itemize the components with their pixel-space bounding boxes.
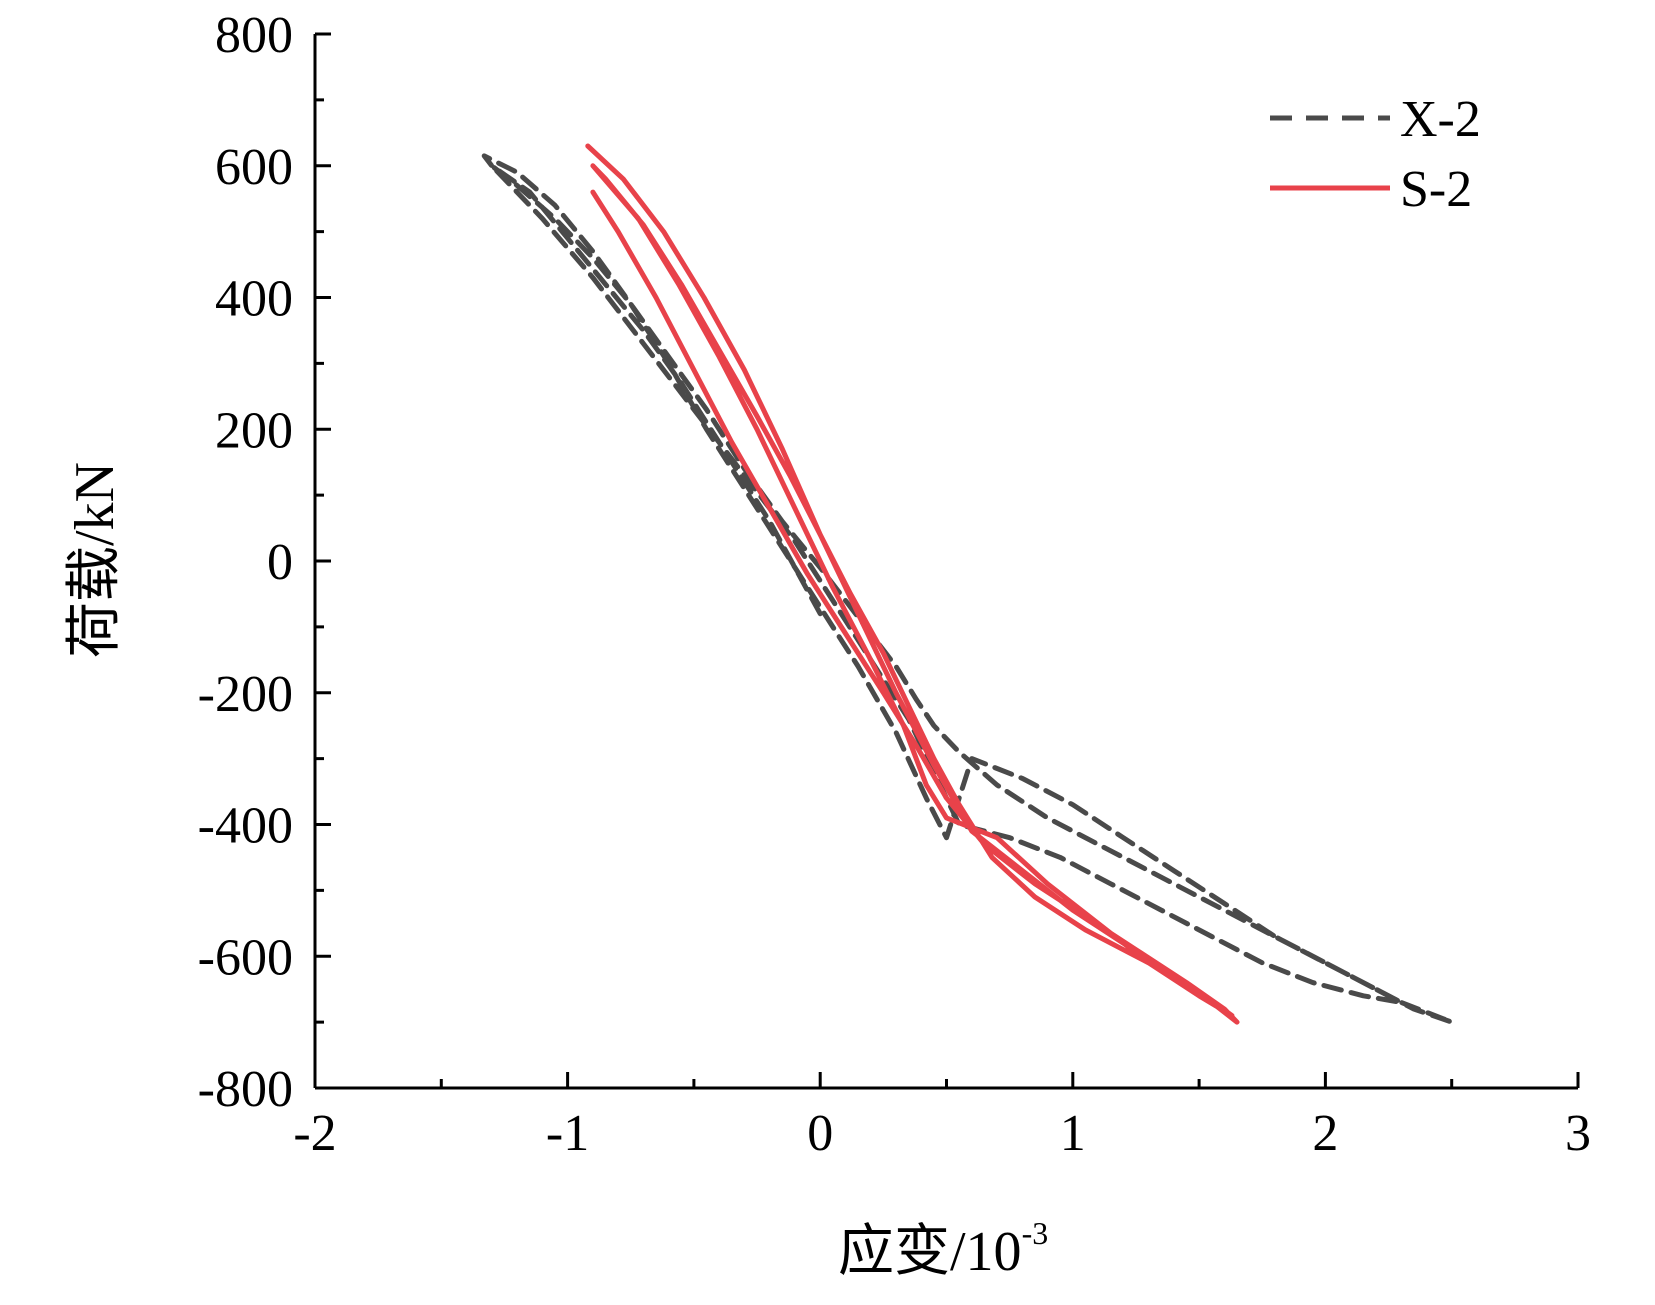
y-axis-title: 荷载/kN — [64, 462, 126, 658]
x-tick-label: 3 — [1565, 1105, 1591, 1162]
legend-label-x-2: X-2 — [1400, 91, 1481, 148]
x-tick-label: -2 — [293, 1105, 336, 1162]
x-axis-title: 应变/10-3 — [838, 1215, 1048, 1283]
series-line-x-2 — [481, 153, 1455, 1025]
y-tick-label: 400 — [215, 271, 293, 328]
x-tick-label: 1 — [1060, 1105, 1086, 1162]
series-line-s-2 — [585, 143, 1240, 1025]
x-tick-label: 0 — [807, 1105, 833, 1162]
legend-label-s-2: S-2 — [1400, 161, 1472, 218]
y-ticks: -800 -600 -400 -200 0 200 400 600 800 — [198, 7, 331, 1118]
x-axis-title-superscript: -3 — [1022, 1215, 1049, 1251]
x-axis-title-main: 应变/10 — [838, 1221, 1022, 1283]
y-tick-label: -800 — [198, 1061, 293, 1118]
legend: X-2 S-2 — [1270, 91, 1481, 218]
y-tick-label: -200 — [198, 666, 293, 723]
x-tick-label: -1 — [546, 1105, 589, 1162]
y-tick-label: 0 — [267, 534, 293, 591]
x-tick-label: 2 — [1312, 1105, 1338, 1162]
x-ticks: -2 -1 0 1 2 3 — [293, 1072, 1591, 1162]
y-tick-label: 800 — [215, 7, 293, 64]
y-tick-label: 600 — [215, 139, 293, 196]
y-tick-label: -600 — [198, 929, 293, 986]
y-tick-label: 200 — [215, 402, 293, 459]
series-layer — [481, 143, 1455, 1025]
y-tick-label: -400 — [198, 798, 293, 855]
